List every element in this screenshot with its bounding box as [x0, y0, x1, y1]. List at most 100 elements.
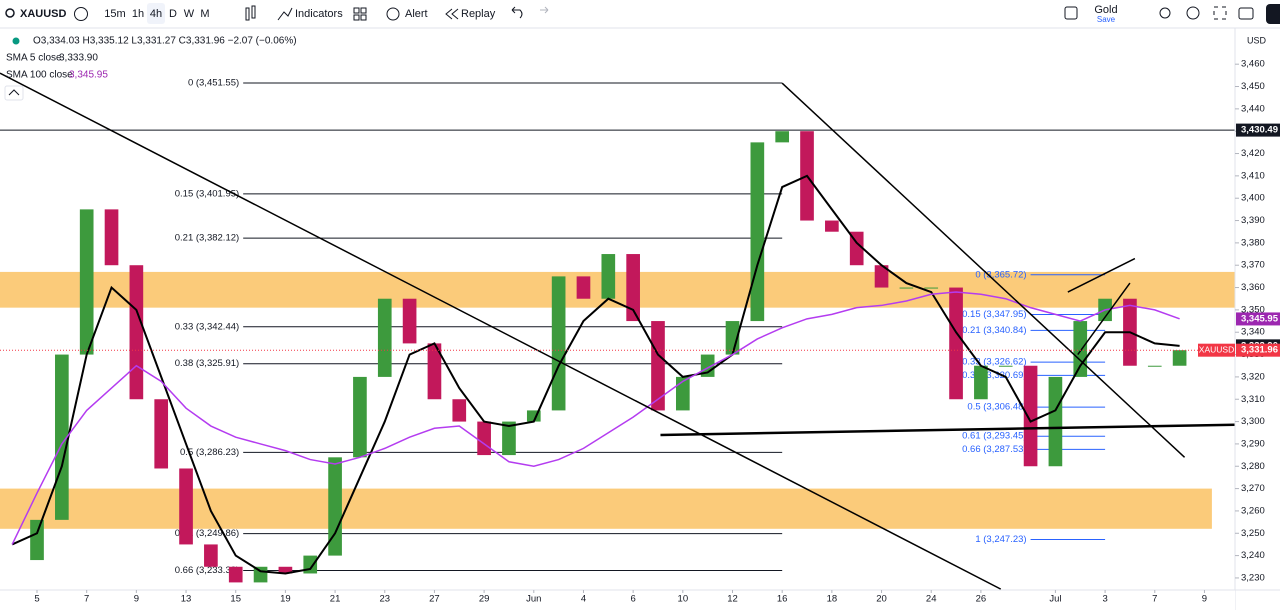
undo[interactable]	[511, 6, 523, 19]
add-symbol[interactable]	[74, 7, 88, 21]
trendline	[1077, 282, 1131, 356]
y-tick-label: 3,260	[1241, 505, 1265, 516]
fib-label: 0.61 (3,249.86)	[175, 528, 239, 539]
interval-button[interactable]: 4h	[150, 8, 162, 20]
candle-body	[899, 287, 914, 289]
time-axis	[0, 590, 1235, 610]
save-button[interactable]: Save	[1097, 15, 1116, 24]
candle-body	[228, 566, 243, 583]
interval-button[interactable]: D	[169, 8, 177, 20]
redo[interactable]	[540, 6, 549, 14]
fib-label: 0.5 (3,286.23)	[180, 447, 239, 458]
candle-body	[526, 410, 541, 422]
templates-icon[interactable]	[353, 14, 360, 21]
candle-body	[949, 287, 963, 400]
price-tag	[1236, 312, 1280, 326]
search-icon[interactable]	[5, 8, 15, 18]
y-tick-label: 3,340	[1241, 327, 1265, 338]
collapse-icon	[8, 89, 20, 96]
price-tag-label: 3,331.96	[1241, 345, 1278, 356]
y-tick-label: 3,390	[1241, 215, 1265, 226]
x-tick-label: 3	[1102, 594, 1107, 605]
sma-line	[11, 291, 1180, 545]
templates-icon[interactable]	[353, 7, 360, 14]
currency[interactable]: USD	[1247, 35, 1267, 45]
price-axis	[1235, 28, 1280, 590]
candle-body	[452, 399, 467, 422]
replay-icon[interactable]	[445, 8, 459, 20]
candle-body	[377, 298, 392, 377]
y-tick-label: 3,320	[1241, 371, 1265, 382]
replay-button[interactable]: Replay	[461, 8, 496, 20]
interval-button[interactable]: W	[184, 8, 195, 20]
price-tag-label: 3,430.49	[1241, 125, 1278, 136]
candle-body	[998, 365, 1013, 367]
x-tick-label: 19	[280, 594, 291, 605]
symbol[interactable]: XAUUSD	[20, 8, 67, 20]
candle-body	[30, 519, 44, 561]
chart-type-icon[interactable]	[245, 7, 250, 21]
y-tick-label: 3,350	[1241, 304, 1265, 315]
interval-button[interactable]: 1h	[132, 8, 144, 20]
settings-button[interactable]	[1186, 6, 1200, 20]
candle-body	[626, 254, 640, 322]
x-tick-label: Jun	[526, 594, 541, 605]
interval-button[interactable]: 15m	[104, 8, 125, 20]
templates-icon[interactable]	[360, 7, 367, 14]
y-tick-label: 3,240	[1241, 550, 1265, 561]
y-tick-label: 3,420	[1241, 148, 1265, 159]
interval-button[interactable]: M	[200, 8, 209, 20]
candle-body	[154, 399, 169, 469]
indicators-icon[interactable]	[277, 7, 293, 21]
candle-body	[1023, 365, 1038, 467]
candle-body	[353, 376, 367, 458]
alert-button[interactable]: Alert	[405, 8, 428, 20]
x-tick-label: 4	[581, 594, 586, 605]
candle-body	[1147, 365, 1162, 367]
publish-button[interactable]	[1266, 4, 1280, 24]
candle-body	[1172, 350, 1187, 366]
x-tick-label: 26	[976, 594, 987, 605]
trendline	[0, 72, 1002, 590]
y-tick-label: 3,460	[1241, 59, 1265, 70]
candle-body	[427, 343, 442, 400]
candle-body	[750, 142, 765, 322]
y-tick-label: 3,300	[1241, 416, 1265, 427]
fib-label: 0.33 (3,326.62)	[962, 357, 1026, 368]
search-button[interactable]	[1159, 7, 1171, 19]
intervals: 15m 1h 4h D W M	[104, 3, 210, 24]
snapshot-button[interactable]	[1238, 7, 1254, 20]
fib-label: 0 (3,451.55)	[188, 78, 239, 89]
candle-body	[179, 468, 193, 545]
collapse-legend[interactable]	[4, 85, 24, 101]
y-tick-label: 3,310	[1241, 394, 1265, 405]
alert-icon[interactable]	[386, 7, 400, 21]
axes: 3,230 3,240 3,250 3,260 3,270 3,280 3,290 3,300…	[34, 59, 1280, 605]
chart-type-icon[interactable]	[251, 5, 256, 19]
fib-label: 0.61 (3,293.45)	[962, 431, 1026, 442]
y-tick-label: 3,370	[1241, 260, 1265, 271]
fib-label: 0.21 (3,340.84)	[962, 325, 1026, 336]
fullscreen-button[interactable]	[1213, 6, 1227, 20]
x-tick-label: 6	[631, 594, 636, 605]
candle-body	[55, 354, 69, 520]
candle-body	[825, 220, 839, 232]
y-tick-label: 3,360	[1241, 282, 1265, 293]
x-tick-label: 27	[429, 594, 440, 605]
trendline	[781, 82, 1186, 458]
candle-body	[974, 365, 988, 400]
indicator-name: SMA 100 close	[6, 70, 73, 81]
fib-label: 0.15 (3,401.95)	[175, 188, 239, 199]
trendline	[1067, 257, 1136, 293]
templates-icon[interactable]	[360, 14, 367, 21]
indicator-value: 3,345.95	[69, 70, 108, 81]
layout-icon[interactable]	[1064, 6, 1078, 20]
candle-body	[129, 265, 144, 400]
indicators-button[interactable]: Indicators	[295, 8, 343, 20]
y-tick-label: 3,230	[1241, 572, 1265, 583]
fib-label: 0.33 (3,342.44)	[175, 321, 239, 332]
fib-label: 0.15 (3,347.95)	[962, 309, 1026, 320]
candle-body	[576, 276, 591, 299]
layout-name[interactable]: Gold	[1094, 4, 1117, 16]
